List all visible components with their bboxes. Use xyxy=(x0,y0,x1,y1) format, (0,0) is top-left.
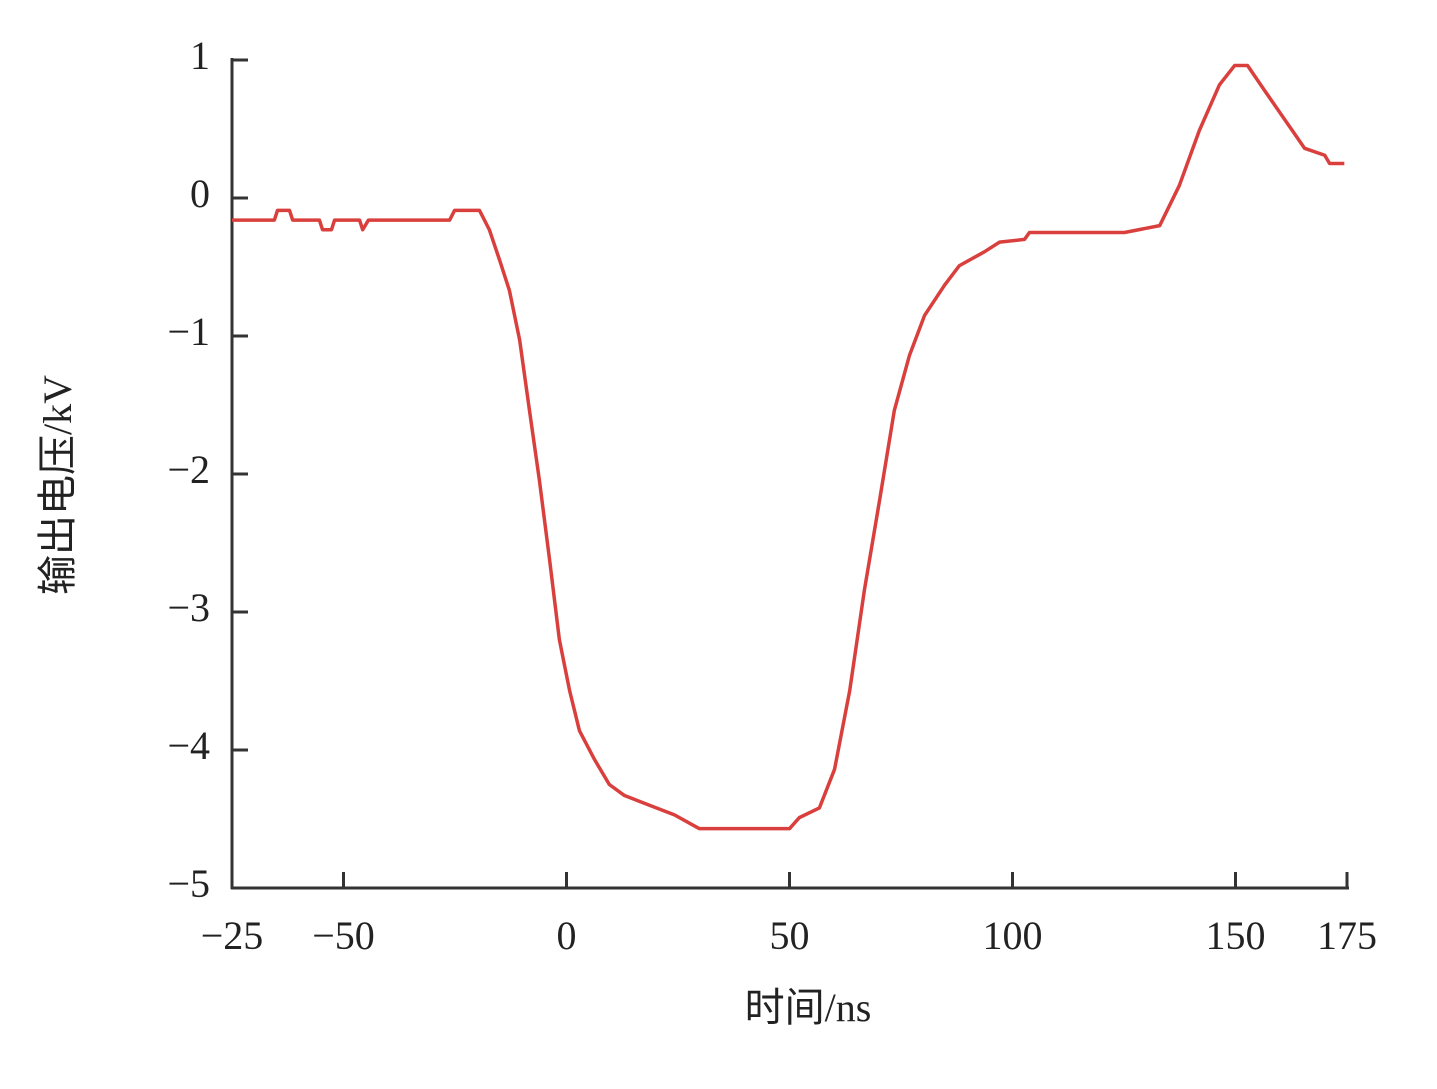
data-line xyxy=(232,63,1345,831)
y-axis-label: 输出电压/kV xyxy=(35,375,80,595)
y-tick-label: −5 xyxy=(167,861,210,906)
y-tick-label: 1 xyxy=(190,33,210,78)
y-tick-label: −2 xyxy=(167,447,210,492)
x-tick-label: 150 xyxy=(1206,913,1266,958)
y-tick-label: −1 xyxy=(167,309,210,354)
x-axis-label: 时间/ns xyxy=(745,985,872,1030)
y-tick-label: 0 xyxy=(190,171,210,216)
x-tick-label: 50 xyxy=(770,913,810,958)
y-tick-label: −3 xyxy=(167,585,210,630)
x-tick-label: −50 xyxy=(312,913,375,958)
x-tick-label: 175 xyxy=(1317,913,1377,958)
y-tick-label: −4 xyxy=(167,723,210,768)
x-tick-label: 0 xyxy=(557,913,577,958)
x-tick-label: 100 xyxy=(983,913,1043,958)
x-tick-label: −25 xyxy=(201,913,264,958)
